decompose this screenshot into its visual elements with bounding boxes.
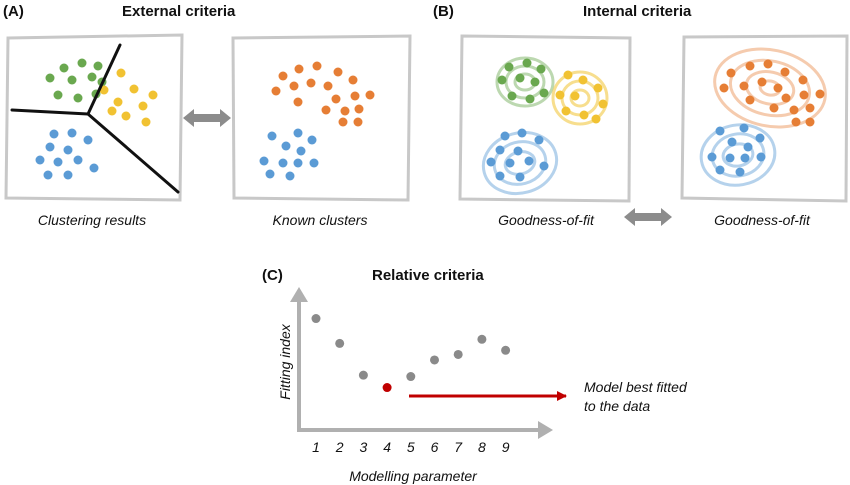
fit-green-points: [497, 58, 549, 104]
x-axis-label: Modelling parameter: [349, 468, 478, 484]
x-tick-label: 2: [335, 439, 344, 455]
fit-orange-points: [719, 59, 825, 127]
fitting-index-point: [501, 345, 511, 355]
panel-c: (C) Relative criteria Fitting index Mode…: [262, 267, 688, 484]
y-axis-arrowhead: [290, 287, 308, 302]
fitting-index-point: [311, 314, 321, 324]
clustering-results-frame: [4, 33, 184, 202]
panel-a: (A) External criteria: [3, 3, 412, 228]
fit-yellow-points: [555, 70, 608, 124]
panel-b: (B) Internal criteria: [433, 3, 849, 228]
blue-cluster-points: [35, 128, 99, 180]
clustering-results-caption: Clustering results: [38, 212, 146, 228]
x-tick-label: 5: [407, 439, 415, 455]
panel-b-title: Internal criteria: [583, 3, 692, 20]
panel-c-letter: (C): [262, 267, 283, 284]
fitting-index-points: [311, 314, 511, 393]
x-tick-label: 7: [454, 439, 463, 455]
x-tick-label: 4: [383, 439, 391, 455]
known-clusters-frame: [231, 34, 412, 202]
known-clusters-caption: Known clusters: [273, 212, 368, 228]
fitting-index-point: [477, 334, 487, 344]
fitting-index-point: [453, 349, 463, 359]
fit-blue-points: [486, 128, 549, 182]
goodness-of-fit-right-caption: Goodness-of-fit: [714, 212, 811, 228]
panel-a-letter: (A): [3, 3, 24, 20]
x-axis-arrowhead: [538, 421, 553, 439]
fitting-index-point: [358, 370, 368, 380]
comparison-double-arrow-b: [624, 208, 672, 226]
comparison-double-arrow-a: [183, 109, 231, 127]
fitting-index-point: [406, 372, 416, 382]
best-fit-note-line2: to the data: [584, 398, 650, 414]
x-tick-label: 6: [431, 439, 439, 455]
best-fit-note-line1: Model best fitted: [584, 379, 688, 395]
x-tick-label: 1: [312, 439, 320, 455]
cluster-boundary-lines: [10, 43, 180, 194]
best-fit-point: [382, 383, 392, 393]
x-tick-label: 3: [360, 439, 368, 455]
x-tick-label: 8: [478, 439, 486, 455]
x-tick-label: 9: [502, 439, 510, 455]
yellow-cluster-points: [99, 68, 158, 127]
panel-a-title: External criteria: [122, 3, 236, 20]
fitting-index-point: [430, 355, 439, 365]
known-blue-cluster-points: [259, 128, 319, 181]
gaussian-fit-frame-left: [458, 34, 632, 203]
panel-b-letter: (B): [433, 3, 454, 20]
fit-right-blue-points: [707, 123, 766, 177]
panel-c-title: Relative criteria: [372, 267, 484, 284]
orange-cluster-points: [271, 61, 375, 127]
gaussian-fit-frame-right: [680, 34, 849, 203]
y-axis-label: Fitting index: [277, 323, 293, 399]
goodness-of-fit-left-caption: Goodness-of-fit: [498, 212, 595, 228]
fitting-index-point: [335, 338, 345, 348]
